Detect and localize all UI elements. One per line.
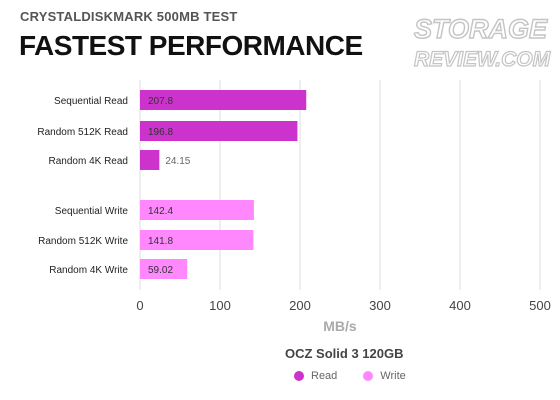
x-tick-label: 0: [136, 298, 143, 313]
x-axis-label: MB/s: [323, 318, 357, 334]
legend-title: OCZ Solid 3 120GB: [285, 346, 404, 361]
bar: [140, 121, 298, 141]
legend-swatch-read: [294, 371, 304, 381]
legend-item-write: Write: [363, 370, 406, 382]
bar: [140, 150, 160, 170]
x-tick-label: 100: [209, 298, 231, 313]
category-label: Random 4K Write: [49, 265, 128, 276]
category-label: Random 512K Read: [37, 127, 128, 138]
legend-item-read: Read: [294, 370, 337, 382]
x-tick-labels: 0 100 200 300 400 500: [136, 298, 550, 313]
bar: [140, 259, 188, 279]
bar-value-label: 196.8: [148, 127, 173, 138]
x-tick-label: 200: [289, 298, 311, 313]
chart-title: FASTEST PERFORMANCE: [19, 30, 363, 61]
category-labels: Sequential Read Random 512K Read Random 4K…: [37, 96, 128, 276]
legend-label-write: Write: [380, 370, 406, 382]
legend-label-read: Read: [311, 370, 338, 382]
bar-value-label: 141.8: [148, 236, 173, 247]
bar: [140, 200, 254, 220]
grid-lines: [139, 80, 541, 290]
legend: Read Write: [294, 370, 406, 382]
x-tick-label: 300: [369, 298, 391, 313]
logo-text-line2: REVIEW.COM: [414, 48, 551, 71]
category-label: Random 4K Read: [49, 156, 129, 167]
bar-value-label: 59.02: [148, 265, 173, 276]
bars: 207.8 196.8 24.15 142.4 141.8 59.02: [140, 90, 307, 279]
bar-value-label: 207.8: [148, 96, 173, 107]
category-label: Sequential Read: [54, 96, 128, 107]
x-tick-label: 500: [529, 298, 551, 313]
x-tick-label: 400: [449, 298, 471, 313]
bar-value-label: 142.4: [148, 206, 173, 217]
bar: [140, 230, 254, 250]
bar-value-label: 24.15: [165, 156, 190, 167]
bar: [140, 90, 307, 110]
category-label: Sequential Write: [55, 206, 129, 217]
legend-swatch-write: [363, 371, 374, 381]
logo-text-line1: STORAGE: [414, 14, 548, 44]
storagereview-logo: STORAGE REVIEW.COM: [413, 13, 551, 71]
chart-subtitle: CRYSTALDISKMARK 500MB TEST: [20, 9, 238, 24]
category-label: Random 512K Write: [38, 236, 128, 247]
